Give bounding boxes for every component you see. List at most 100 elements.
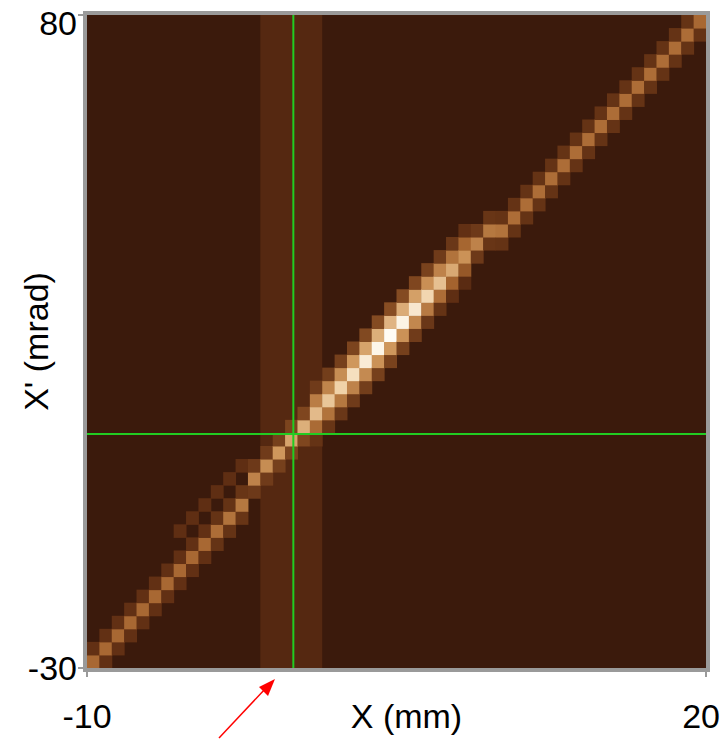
- cell: [644, 54, 657, 68]
- cell: [483, 237, 496, 251]
- cell: [458, 250, 471, 264]
- y-tick-label: 80: [39, 4, 77, 42]
- cell: [211, 524, 224, 538]
- cell: [446, 263, 459, 277]
- cell: [570, 133, 583, 147]
- cell: [322, 407, 335, 421]
- cell: [310, 407, 323, 421]
- cell: [632, 67, 645, 81]
- annotation-arrowhead: [259, 679, 275, 696]
- cell: [260, 459, 273, 473]
- cell: [273, 459, 286, 473]
- cell: [595, 106, 608, 120]
- cell: [397, 342, 410, 356]
- cell: [223, 511, 236, 525]
- cell: [174, 577, 187, 591]
- cell: [508, 211, 521, 225]
- band: [260, 15, 322, 668]
- cell: [644, 67, 657, 81]
- cell: [211, 485, 224, 499]
- cell: [99, 655, 112, 668]
- cell: [174, 564, 187, 578]
- cell: [409, 289, 422, 303]
- cell: [496, 211, 509, 225]
- cell: [458, 224, 471, 238]
- cell: [619, 93, 632, 107]
- cell: [161, 590, 174, 604]
- cell: [446, 289, 459, 303]
- cell: [520, 211, 533, 225]
- cell: [137, 603, 150, 617]
- cell: [384, 315, 397, 329]
- cell: [211, 511, 224, 525]
- cell: [434, 250, 447, 264]
- cell: [359, 381, 372, 395]
- marks: [87, 15, 706, 668]
- cell: [446, 250, 459, 264]
- cell: [372, 355, 385, 369]
- x-tick-label: -10: [62, 697, 111, 735]
- cell: [186, 537, 199, 551]
- cell: [322, 394, 335, 408]
- cell: [520, 198, 533, 212]
- cell: [87, 642, 100, 656]
- cell: [347, 368, 360, 382]
- x-tick: [705, 672, 707, 677]
- cell: [149, 577, 162, 591]
- cell: [471, 224, 484, 238]
- cell: [335, 407, 348, 421]
- cell: [421, 315, 434, 329]
- x-axis-title: X (mm): [351, 697, 462, 735]
- cell: [335, 355, 348, 369]
- cell: [496, 237, 509, 251]
- cell: [161, 564, 174, 578]
- cell: [260, 446, 273, 460]
- cell: [619, 106, 632, 120]
- cell: [508, 198, 521, 212]
- cell: [161, 577, 174, 591]
- cell: [557, 146, 570, 160]
- cell: [347, 342, 360, 356]
- y-tick-label: -30: [28, 649, 77, 687]
- cell: [335, 394, 348, 408]
- cell: [694, 15, 706, 29]
- cell: [421, 289, 434, 303]
- cell: [421, 302, 434, 316]
- cell: [619, 80, 632, 94]
- cell: [570, 159, 583, 173]
- cell: [384, 342, 397, 356]
- cell: [397, 289, 410, 303]
- cell: [533, 198, 546, 212]
- cell: [211, 537, 224, 551]
- cell: [656, 41, 669, 55]
- cell: [149, 603, 162, 617]
- cell: [458, 263, 471, 277]
- cell: [607, 119, 620, 133]
- annotation-arrow: [219, 688, 266, 738]
- cell: [149, 590, 162, 604]
- plot-frame: [85, 13, 708, 670]
- cell: [297, 420, 310, 434]
- cell: [483, 224, 496, 238]
- cell: [446, 237, 459, 251]
- cell: [434, 276, 447, 290]
- cell: [174, 524, 187, 538]
- cell: [260, 472, 273, 486]
- cell: [174, 550, 187, 564]
- cell: [236, 498, 249, 512]
- cell: [236, 485, 249, 499]
- cell: [582, 133, 595, 147]
- cell: [434, 302, 447, 316]
- cell: [384, 355, 397, 369]
- cell: [669, 41, 682, 55]
- cell: [681, 41, 694, 55]
- cell: [198, 524, 211, 538]
- cell: [656, 67, 669, 81]
- cell: [335, 381, 348, 395]
- cell: [533, 185, 546, 199]
- cell: [273, 446, 286, 460]
- cell: [409, 302, 422, 316]
- cell: [248, 472, 261, 486]
- plot-background: [87, 15, 706, 668]
- cell: [285, 446, 298, 460]
